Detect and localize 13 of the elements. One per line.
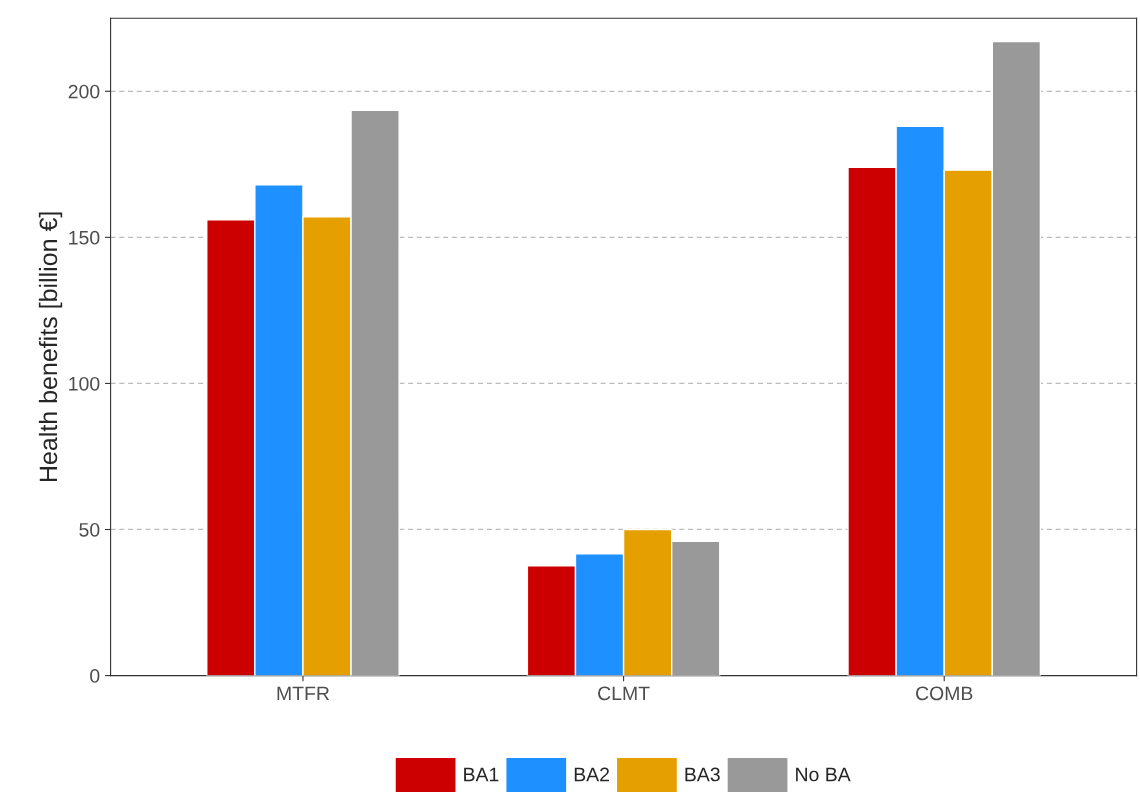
x-tick-label: MTFR [277,686,330,701]
y-tick-label: 150 [69,230,100,245]
legend-label: BA2 [574,767,609,782]
x-tick-label: CLMT [598,686,650,701]
y-tick-label: 50 [79,522,100,537]
legend-label: BA1 [464,767,499,782]
y-tick-label: 100 [69,376,100,391]
x-tick-label: COMB [916,686,973,701]
y-tick-label: 200 [68,84,100,99]
legend-label: BA3 [685,767,720,782]
legend-label: No BA [796,767,851,782]
y-axis-title: Health benefits [billion €] [38,212,63,482]
y-tick-label: 0 [90,669,100,683]
